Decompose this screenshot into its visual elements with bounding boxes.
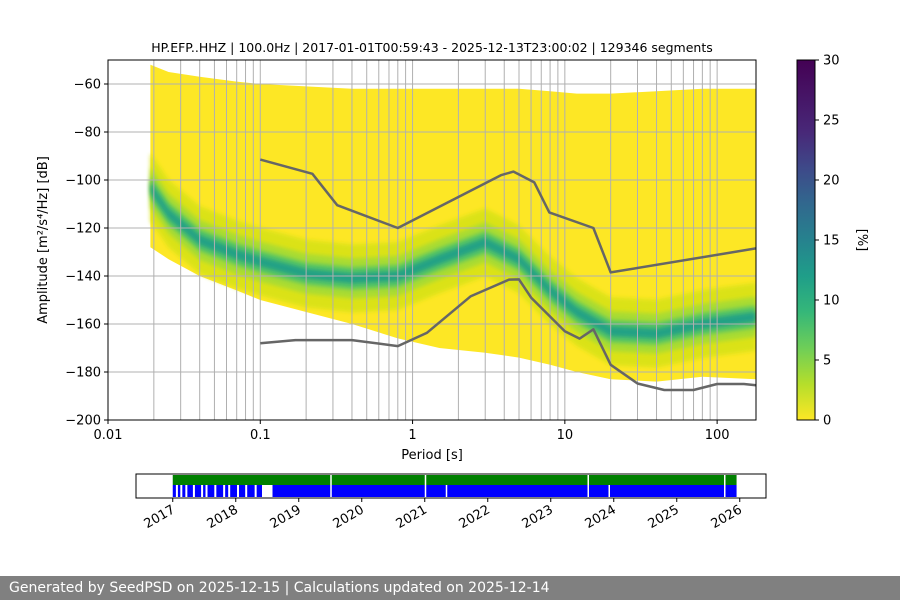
colorbar-tick-label: 5 xyxy=(823,354,831,369)
colorbar-ticks: 0 5 10 15 20 25 30 xyxy=(815,54,840,429)
timeline-year-label: 2017 xyxy=(142,502,178,532)
timeline-gap xyxy=(223,485,226,497)
y-tick-label: −100 xyxy=(65,174,101,189)
timeline-gap xyxy=(608,485,610,497)
colorbar-label: [%] xyxy=(854,229,869,252)
colorbar: 0 5 10 15 20 25 30 [%] xyxy=(796,54,869,429)
timeline-tracks xyxy=(172,475,737,497)
chart-title: HP.EFP..HHZ | 100.0Hz | 2017-01-01T00:59… xyxy=(151,40,713,55)
timeline-coverage-bar xyxy=(172,475,737,485)
timeline-gap xyxy=(192,485,195,497)
timeline-gap xyxy=(724,485,726,497)
timeline-year-label: 2018 xyxy=(205,502,241,532)
timeline-gap xyxy=(205,485,208,497)
timeline-year-label: 2021 xyxy=(394,502,430,532)
noise-model-low-line xyxy=(260,278,756,392)
timeline-year-label: 2022 xyxy=(457,502,493,532)
noise-model-high-line xyxy=(259,158,756,274)
x-axis-label: Period [s] xyxy=(401,448,463,463)
timeline-year-ticks: 2017 2018 2019 2020 2021 2022 2023 2024 2025 2026 xyxy=(142,498,745,532)
timeline-gap xyxy=(237,485,240,497)
timeline-frame xyxy=(135,473,767,499)
timeline-gap xyxy=(330,485,332,497)
timeline-gap xyxy=(330,475,332,485)
timeline-year-label: 2019 xyxy=(268,502,304,532)
y-tick-label: −120 xyxy=(65,222,101,237)
timeline-gap xyxy=(424,485,427,497)
plot-frame xyxy=(107,59,757,421)
footer-banner: Generated by SeedPSD on 2025-12-15 | Cal… xyxy=(0,576,900,600)
timeline-gap xyxy=(254,485,257,497)
timeline-coverage-bar xyxy=(172,485,262,497)
x-tick-label: 100 xyxy=(705,428,730,443)
y-tick-label: −200 xyxy=(65,414,101,429)
timeline-gap xyxy=(228,485,231,497)
colorbar-tick-label: 20 xyxy=(823,174,840,189)
y-axis-label: Amplitude [m²/s⁴/Hz] [dB] xyxy=(36,156,51,324)
timeline-gap xyxy=(180,485,183,497)
psd-figure: HP.EFP..HHZ | 100.0Hz | 2017-01-01T00:59… xyxy=(36,40,869,532)
timeline-coverage-bar xyxy=(272,485,737,497)
x-axis-ticks: 0.01 0.1 1 10 100 xyxy=(94,420,730,443)
psd-heatmap xyxy=(150,64,756,382)
timeline-gap xyxy=(201,485,204,497)
colorbar-tick-label: 0 xyxy=(823,414,831,429)
timeline-gap xyxy=(424,475,427,485)
y-tick-label: −80 xyxy=(74,126,101,141)
x-tick-label: 10 xyxy=(557,428,574,443)
timeline-year-label: 2023 xyxy=(520,502,556,532)
timeline-gap xyxy=(185,485,188,497)
heatmap-plot: −60 −80 −100 −120 −140 −160 −180 −200 0.01 0.1 1 1… xyxy=(36,59,757,463)
psd-band-inner xyxy=(150,176,756,345)
x-tick-label: 1 xyxy=(408,428,416,443)
timeline-gap xyxy=(587,475,589,485)
data-availability-timeline: 2017 2018 2019 2020 2021 2022 2023 2024 2025 2026 xyxy=(135,473,767,532)
timeline-year-label: 2026 xyxy=(709,502,745,532)
timeline-year-label: 2025 xyxy=(646,502,682,532)
timeline-gap xyxy=(445,485,448,497)
y-tick-label: −140 xyxy=(65,270,101,285)
timeline-gap xyxy=(724,475,726,485)
timeline-gap xyxy=(245,485,248,497)
grid-lines xyxy=(108,60,756,420)
x-tick-label: 0.1 xyxy=(250,428,271,443)
timeline-gap xyxy=(587,485,589,497)
colorbar-tick-label: 15 xyxy=(823,234,840,249)
y-axis-ticks: −60 −80 −100 −120 −140 −160 −180 −200 xyxy=(65,78,108,429)
timeline-gap xyxy=(175,485,178,497)
timeline-year-label: 2020 xyxy=(331,502,367,532)
y-tick-label: −60 xyxy=(74,78,101,93)
timeline-year-label: 2024 xyxy=(583,502,619,532)
y-tick-label: −180 xyxy=(65,366,101,381)
colorbar-tick-label: 25 xyxy=(823,114,840,129)
colorbar-gradient xyxy=(796,59,816,421)
colorbar-tick-label: 10 xyxy=(823,294,840,309)
timeline-gap xyxy=(214,485,217,497)
y-tick-label: −160 xyxy=(65,318,101,333)
colorbar-tick-label: 30 xyxy=(823,54,840,69)
noise-model-lines xyxy=(259,158,756,392)
x-tick-label: 0.01 xyxy=(94,428,123,443)
psd-band-core xyxy=(150,182,756,339)
